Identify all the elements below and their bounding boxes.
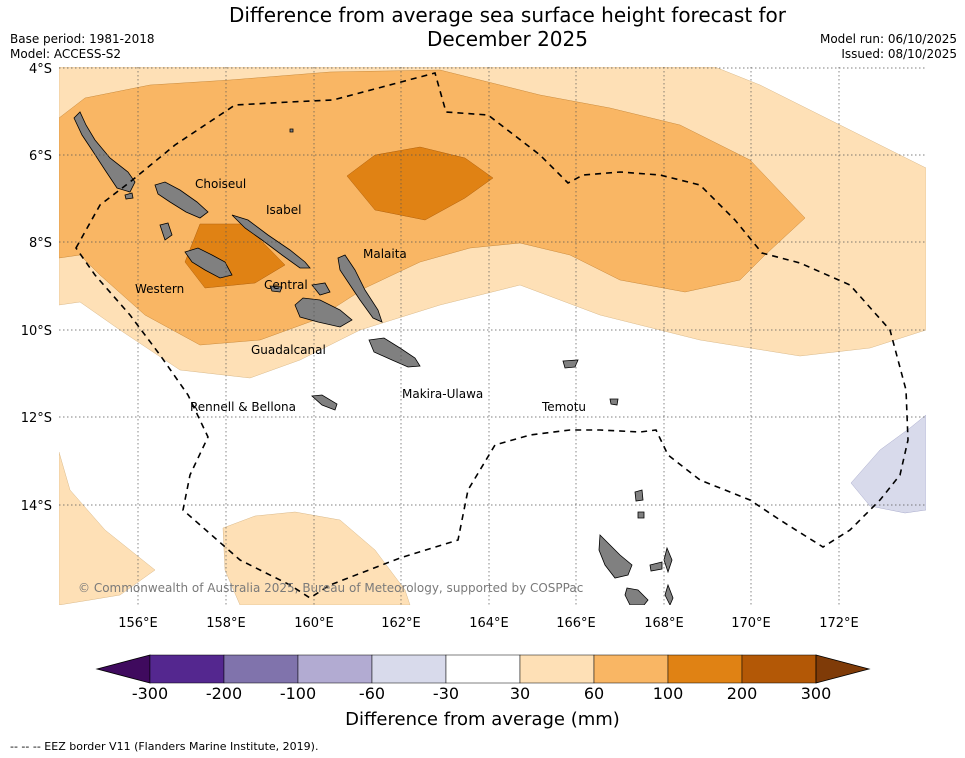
island-russell	[269, 285, 283, 293]
colorbar-arrow-low	[95, 654, 151, 684]
meta-right: Model run: 06/10/2025 Issued: 08/10/2025	[820, 32, 957, 62]
anomaly-100-200-east	[346, 146, 494, 221]
base-period: Base period: 1981-2018	[10, 32, 155, 46]
colorbar-title: Difference from average (mm)	[345, 709, 620, 730]
label-choiseul: Choiseul	[195, 177, 246, 191]
island-new-georgia	[184, 247, 233, 279]
meta-left: Base period: 1981-2018 Model: ACCESS-S2	[10, 32, 155, 62]
island-rennell	[311, 394, 338, 411]
lon-label-170e: 170°E	[731, 616, 771, 631]
island-florida	[311, 282, 331, 296]
lon-label-162e: 162°E	[381, 616, 421, 631]
island-malekula	[624, 587, 649, 605]
colorbar-tick: -30	[433, 684, 459, 700]
lon-label-164e: 164°E	[469, 616, 509, 631]
lon-label-168e: 168°E	[644, 616, 684, 631]
label-guadalcanal: Guadalcanal	[251, 343, 326, 357]
island-vanikoro	[609, 398, 619, 406]
label-western: Western	[135, 282, 184, 296]
model-name: Model: ACCESS-S2	[10, 47, 122, 61]
island-espiritu-santo	[598, 534, 633, 579]
colorbar-tick: 200	[727, 684, 758, 700]
province-labels: Choiseul Isabel Malaita Western Central …	[135, 177, 586, 414]
colorbar-segment	[445, 654, 521, 684]
lat-label-8s: 8°S	[29, 236, 52, 251]
island-shortland	[124, 192, 134, 200]
island-santa-isabel	[231, 214, 311, 269]
colorbar-tick: -100	[280, 684, 316, 700]
colorbar-segment	[297, 654, 373, 684]
colorbar-segment	[149, 654, 225, 684]
colorbar-tick: 100	[653, 684, 684, 700]
colorbar-tick: -300	[132, 684, 168, 700]
label-central: Central	[264, 278, 308, 292]
island-vella-lavella	[159, 222, 173, 241]
islands	[73, 111, 674, 605]
island-ambae	[649, 561, 663, 572]
colorbar-arrow-high	[815, 654, 871, 684]
eez-footnote: -- -- -- EEZ border V11 (Flanders Marine…	[10, 740, 319, 753]
anomaly-30-60-south-west	[59, 451, 156, 605]
lon-label-172e: 172°E	[819, 616, 859, 631]
map-area: Choiseul Isabel Malaita Western Central …	[59, 67, 926, 605]
lon-label-156e: 156°E	[118, 616, 158, 631]
lat-label-10s: 10°S	[21, 324, 52, 339]
island-banks	[634, 489, 644, 502]
lon-label-166e: 166°E	[556, 616, 596, 631]
colorbar: -300 -200 -100 -60 -30 30 60 100 200 300	[95, 654, 871, 700]
island-choiseul-bougainville	[73, 111, 136, 193]
colorbar-segment	[519, 654, 595, 684]
island-santa-cruz	[562, 359, 579, 369]
lat-label-6s: 6°S	[29, 149, 52, 164]
label-isabel: Isabel	[266, 203, 301, 217]
label-rennell-bellona: Rennell & Bellona	[190, 400, 296, 414]
lat-label-12s: 12°S	[21, 411, 52, 426]
island-banks-2	[637, 511, 645, 519]
lon-label-158e: 158°E	[206, 616, 246, 631]
island-ontong	[289, 128, 294, 133]
map-canvas: Choiseul Isabel Malaita Western Central …	[21, 62, 926, 700]
colorbar-tick: -60	[359, 684, 385, 700]
island-maewo	[663, 546, 673, 574]
island-guadalcanal	[294, 297, 353, 328]
latitude-axis: 4°S 6°S 8°S 10°S 12°S 14°S	[21, 62, 52, 514]
colorbar-tick: 60	[584, 684, 604, 700]
colorbar-segment	[223, 654, 299, 684]
model-run: Model run: 06/10/2025	[819, 32, 957, 46]
longitude-axis: 156°E 158°E 160°E 162°E 164°E 166°E 168°…	[118, 616, 859, 631]
colorbar-segment	[371, 654, 447, 684]
colorbar-segment	[593, 654, 669, 684]
label-makira-ulawa: Makira-Ulawa	[402, 387, 483, 401]
island-pentecost	[664, 583, 674, 605]
anomaly-30-60-south-center	[222, 511, 411, 605]
issued-date: Issued: 08/10/2025	[841, 47, 957, 61]
island-malaita	[337, 254, 383, 323]
copyright-notice: © Commonwealth of Australia 2025, Bureau…	[78, 581, 583, 595]
island-choiseul	[154, 181, 209, 219]
colorbar-segment	[741, 654, 817, 684]
colorbar-segment	[667, 654, 743, 684]
label-temotu: Temotu	[541, 400, 586, 414]
island-makira	[368, 337, 421, 368]
colorbar-tick: 30	[510, 684, 530, 700]
lon-label-160e: 160°E	[294, 616, 334, 631]
chart-title: Difference from average sea surface heig…	[150, 3, 865, 51]
graticule	[59, 67, 926, 605]
colorbar-tick: -200	[206, 684, 242, 700]
colorbar-tick: 300	[801, 684, 832, 700]
title-line-2: December 2025	[427, 27, 588, 51]
lat-label-14s: 14°S	[21, 499, 52, 514]
title-line-1: Difference from average sea surface heig…	[228, 3, 787, 27]
lat-label-4s: 4°S	[29, 62, 52, 77]
label-malaita: Malaita	[363, 247, 407, 261]
